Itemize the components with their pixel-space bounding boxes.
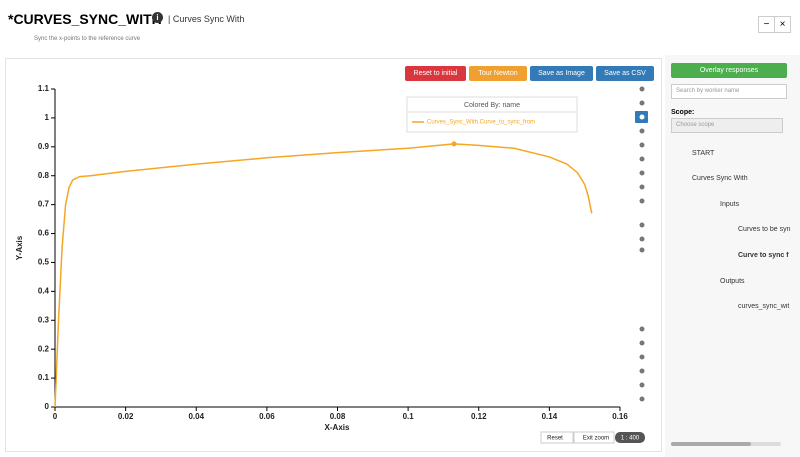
y-tick-label: 0.1 (38, 373, 50, 382)
tool-icon[interactable] (639, 396, 645, 402)
exit-zoom-button[interactable] (573, 431, 615, 444)
search-input[interactable]: Search by worker name (671, 84, 787, 99)
x-tick-label: 0.04 (188, 412, 204, 421)
tool-icon[interactable] (639, 128, 645, 134)
zoom-reset-button[interactable] (540, 431, 574, 444)
y-tick-label: 0.6 (38, 229, 50, 238)
info-icon[interactable]: i (152, 12, 163, 23)
tool-icon[interactable] (639, 236, 645, 242)
overlay-button[interactable]: Overlay responses (671, 63, 787, 78)
legend-box (406, 96, 578, 133)
tool-icon[interactable] (639, 354, 645, 360)
x-tick-label: 0.08 (330, 412, 346, 421)
highlight-point (451, 141, 457, 147)
zoom-ratio-badge (615, 432, 645, 443)
tree-node[interactable]: Curves Sync With (692, 175, 748, 182)
minimize-button[interactable]: − (758, 16, 775, 33)
x-tick-label: 0.1 (403, 412, 415, 421)
scope-label: Scope: (671, 109, 695, 116)
x-tick-label: 0.16 (612, 412, 628, 421)
page-description: Sync the x-points to the reference curve (34, 36, 141, 42)
y-tick-label: 0.4 (38, 286, 50, 295)
x-axis-label: X-Axis (325, 423, 350, 432)
y-tick-label: 0.7 (38, 200, 50, 209)
page-subtitle: | Curves Sync With (168, 14, 245, 24)
zoom-reset-label[interactable]: Reset (547, 436, 563, 442)
x-tick-label: 0.14 (542, 412, 558, 421)
exit-zoom-label[interactable]: Exit zoom (583, 436, 609, 442)
tool-icon[interactable] (639, 368, 645, 374)
tool-icon[interactable] (639, 247, 645, 253)
tree-node[interactable]: START (692, 150, 715, 157)
data-line (54, 143, 593, 408)
y-tick-label: 0.9 (38, 142, 50, 151)
tour-button[interactable]: Tour Newton (469, 66, 527, 81)
legend-title: Colored By: name (464, 102, 520, 109)
x-tick-label: 0.02 (118, 412, 134, 421)
tool-icon[interactable] (639, 198, 645, 204)
tool-icon[interactable] (639, 184, 645, 190)
tool-icon[interactable] (639, 114, 645, 120)
x-tick-label: 0 (53, 412, 58, 421)
tool-icon[interactable] (639, 340, 645, 346)
y-tick-label: 0 (45, 402, 50, 411)
chart: Y-Axis X-Axis Colored By: name Curves_Sy… (15, 84, 648, 444)
tool-icon[interactable] (639, 170, 645, 176)
y-tick-label: 1 (45, 113, 50, 122)
y-tick-label: 0.3 (38, 315, 50, 324)
tool-icon[interactable] (639, 156, 645, 162)
y-axis-label: Y-Axis (15, 235, 24, 260)
scrollbar (671, 442, 781, 446)
tool-icon[interactable] (639, 382, 645, 388)
tree-node[interactable]: Curve to sync f (738, 252, 789, 259)
y-tick-label: 0.8 (38, 171, 50, 180)
page-title: *CURVES_SYNC_WITH (8, 11, 162, 27)
y-tick-label: 1.1 (38, 84, 50, 93)
scope-select[interactable]: Choose scope (671, 118, 783, 133)
tool-icon[interactable] (639, 326, 645, 332)
zoom-ratio: 1 : 400 (621, 436, 640, 442)
reset-button[interactable]: Reset to initial (405, 66, 466, 81)
x-tick-label: 0.06 (259, 412, 275, 421)
tree-node[interactable]: Outputs (720, 278, 745, 285)
tree-node[interactable]: curves_sync_wit (738, 303, 790, 310)
y-tick-label: 0.5 (38, 258, 50, 267)
tool-icon[interactable] (639, 100, 645, 106)
x-tick-label: 0.12 (471, 412, 487, 421)
save-csv-button[interactable]: Save as CSV (596, 66, 654, 81)
close-button[interactable]: × (774, 16, 791, 33)
tool-icons (635, 86, 648, 402)
tree-node[interactable]: Curves to be syn (738, 226, 791, 233)
y-tick-label: 0.2 (38, 344, 50, 353)
save-image-button[interactable]: Save as Image (530, 66, 593, 81)
chart-panel (5, 58, 662, 452)
tool-icon[interactable] (639, 222, 645, 228)
legend-entry[interactable]: Curves_Sync_With.Curve_to_sync_from (427, 120, 535, 126)
tree-node[interactable]: Inputs (720, 201, 740, 208)
tool-icon[interactable] (639, 86, 645, 92)
tool-icon[interactable] (639, 142, 645, 148)
scrollbar-thumb[interactable] (671, 442, 751, 446)
